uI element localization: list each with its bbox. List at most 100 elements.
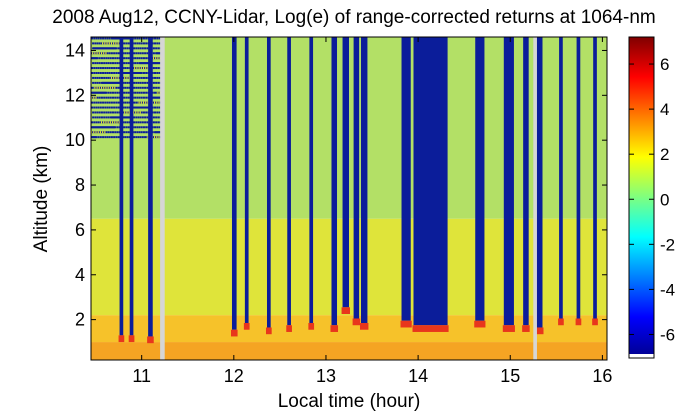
cloud-column-19 <box>575 37 582 326</box>
y-tick-label: 12 <box>65 85 85 105</box>
y-tick-label: 6 <box>75 220 85 240</box>
cloud-base-return <box>230 329 238 337</box>
attenuated-column <box>129 37 134 336</box>
cloud-column-7 <box>308 37 315 330</box>
altitude-band-1 <box>91 315 607 343</box>
attenuated-column <box>331 37 338 326</box>
cloud-base-return <box>359 322 369 330</box>
data-gap-1 <box>533 37 537 360</box>
attenuated-column <box>360 37 368 323</box>
plot-frame <box>90 36 608 361</box>
attenuated-column <box>119 37 124 336</box>
colorbar-tick-label: -4 <box>660 280 675 299</box>
attenuated-column <box>413 37 448 326</box>
attenuated-column <box>353 37 360 319</box>
attenuated-column <box>148 37 153 337</box>
colorbar-tick-label: 2 <box>660 145 669 164</box>
colorbar-tick-label: -6 <box>660 325 675 344</box>
cloud-base-return <box>502 325 515 332</box>
cloud-base-return <box>308 322 315 330</box>
x-tick-label: 16 <box>592 366 612 386</box>
y-tick-label: 8 <box>75 175 85 195</box>
attenuated-column <box>342 37 349 308</box>
cloud-column-6 <box>286 37 292 332</box>
cloud-base-return <box>286 325 292 332</box>
cloud-column-8 <box>330 37 339 332</box>
cloud-base-return <box>400 320 412 328</box>
cloud-column-9 <box>341 37 350 315</box>
cloud-base-return <box>535 327 544 335</box>
colorbar-axis: -6 -4 -2 0 2 4 6 <box>629 55 675 344</box>
cloud-column-5 <box>265 37 272 335</box>
altitude-band-0 <box>91 342 607 360</box>
cloud-column-4 <box>243 37 250 330</box>
x-axis: 11 12 13 14 15 16 <box>132 37 612 386</box>
x-tick-label: 11 <box>132 366 151 386</box>
colorbar-tick-label: 0 <box>660 190 669 209</box>
y-axis: 2 4 6 8 10 12 14 <box>65 40 607 330</box>
colorbar-tick-label: -2 <box>660 235 675 254</box>
cloud-base-return <box>128 335 135 343</box>
cloud-base-return <box>474 320 486 328</box>
cloud-column-12 <box>400 37 412 328</box>
y-axis-label: Altitude (km) <box>31 146 52 253</box>
cloud-column-17 <box>535 37 544 335</box>
cloud-base-return <box>243 322 250 330</box>
cloud-column-15 <box>502 37 515 332</box>
cloud-base-return <box>412 325 449 332</box>
colorbar-tick-label: 6 <box>660 55 669 74</box>
colorbar-tick-label: 4 <box>660 100 669 119</box>
x-axis-label: Local time (hour) <box>278 391 421 412</box>
cloud-base-return <box>147 336 154 344</box>
cloud-column-13 <box>412 37 449 332</box>
plot-area <box>91 37 607 360</box>
cloud-base-return <box>330 325 339 332</box>
cloud-column-1 <box>128 37 135 343</box>
cloud-base-return <box>118 335 125 343</box>
cloud-base-return <box>265 327 272 335</box>
y-tick-label: 10 <box>65 130 85 150</box>
attenuated-column <box>593 37 597 319</box>
cloud-column-20 <box>592 37 598 326</box>
x-tick-label: 12 <box>224 366 244 386</box>
attenuated-column <box>231 37 237 330</box>
attenuated-column <box>401 37 411 321</box>
cloud-base-return <box>575 318 582 326</box>
colorbar-end-cap <box>629 354 654 358</box>
y-tick-label: 2 <box>75 310 85 330</box>
attenuated-column <box>287 37 291 326</box>
colorbar-frame <box>628 36 655 359</box>
attenuated-column <box>244 37 249 323</box>
cloud-column-11 <box>359 37 369 330</box>
y-tick-label: 14 <box>65 40 85 60</box>
data-gap-0 <box>160 37 165 360</box>
cloud-base-return <box>352 318 361 326</box>
cloud-base-return <box>522 325 530 332</box>
attenuated-column <box>536 37 543 328</box>
y-tick-label: 4 <box>75 265 85 285</box>
attenuated-column <box>475 37 485 321</box>
cloud-column-14 <box>474 37 486 328</box>
cloud-column-10 <box>352 37 361 326</box>
cloud-base-return <box>558 318 564 326</box>
cloud-column-18 <box>558 37 564 326</box>
x-tick-label: 13 <box>316 366 336 386</box>
cloud-column-16 <box>522 37 530 332</box>
attenuated-column <box>559 37 563 319</box>
x-tick-label: 15 <box>500 366 520 386</box>
cloud-column-2 <box>147 37 154 344</box>
cloud-column-0 <box>118 37 125 343</box>
attenuated-column <box>576 37 581 319</box>
chart-title: 2008 Aug12, CCNY-Lidar, Log(e) of range-… <box>52 7 655 28</box>
attenuated-column <box>503 37 514 326</box>
colorbar-gradient <box>629 37 654 357</box>
attenuated-column <box>309 37 314 323</box>
attenuated-column <box>266 37 271 328</box>
cloud-base-return <box>592 318 598 326</box>
cloud-column-3 <box>230 37 238 337</box>
cloud-base-return <box>341 307 350 315</box>
x-tick-label: 14 <box>408 366 428 386</box>
attenuated-column <box>523 37 529 326</box>
